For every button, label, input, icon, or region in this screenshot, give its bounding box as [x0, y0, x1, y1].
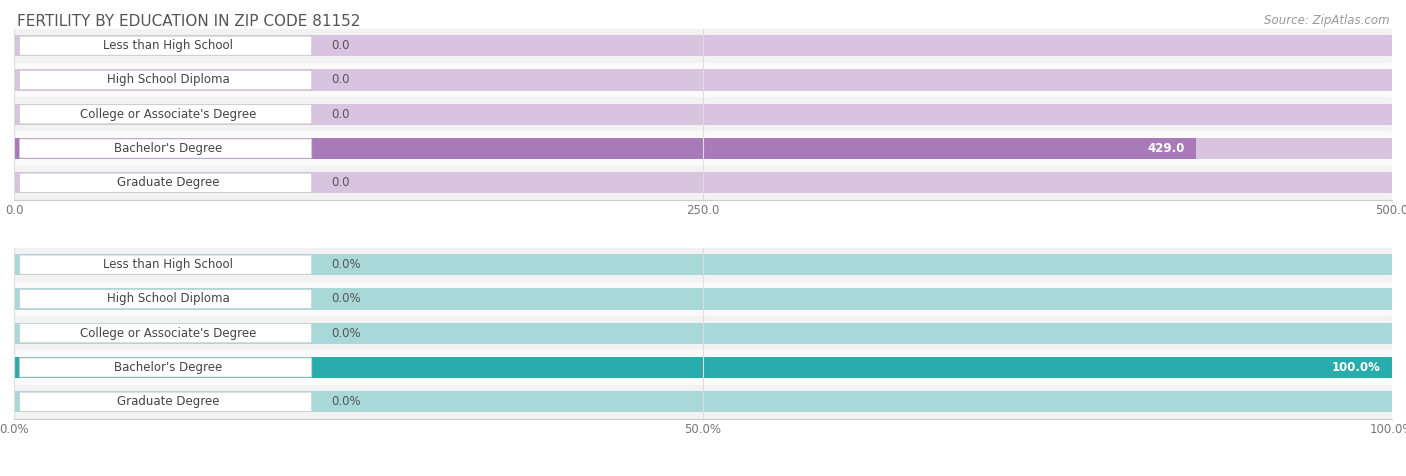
Bar [14, 323, 1392, 344]
Text: High School Diploma: High School Diploma [107, 292, 229, 306]
Text: 0.0%: 0.0% [330, 327, 360, 340]
FancyBboxPatch shape [20, 139, 312, 158]
Bar [14, 104, 1392, 125]
Bar [14, 288, 1392, 309]
FancyBboxPatch shape [20, 289, 312, 308]
Bar [14, 138, 1392, 159]
Bar [14, 131, 1392, 166]
Bar [14, 166, 1392, 200]
Text: High School Diploma: High School Diploma [107, 73, 229, 87]
Text: Less than High School: Less than High School [104, 258, 233, 271]
Bar [14, 350, 1392, 385]
Bar [14, 357, 1392, 378]
FancyBboxPatch shape [20, 358, 312, 377]
Bar [14, 254, 1392, 275]
Bar [14, 391, 1392, 412]
Bar [14, 63, 1392, 97]
Text: 0.0%: 0.0% [330, 292, 360, 306]
Text: 0.0%: 0.0% [330, 258, 360, 271]
FancyBboxPatch shape [20, 36, 312, 55]
FancyBboxPatch shape [20, 70, 312, 89]
Text: Bachelor's Degree: Bachelor's Degree [114, 142, 222, 155]
FancyBboxPatch shape [20, 173, 312, 192]
Text: Graduate Degree: Graduate Degree [117, 395, 219, 408]
Text: 0.0: 0.0 [330, 176, 350, 189]
Text: College or Associate's Degree: College or Associate's Degree [80, 108, 256, 121]
Text: Source: ZipAtlas.com: Source: ZipAtlas.com [1264, 14, 1389, 27]
FancyBboxPatch shape [20, 392, 312, 411]
Text: 0.0: 0.0 [330, 73, 350, 87]
Bar [14, 35, 1392, 56]
Bar [14, 316, 1392, 350]
Text: 0.0: 0.0 [330, 39, 350, 52]
Bar [14, 29, 1392, 63]
Bar [14, 69, 1392, 90]
Bar [14, 282, 1392, 316]
Text: 429.0: 429.0 [1147, 142, 1185, 155]
Bar [14, 172, 1392, 193]
Text: FERTILITY BY EDUCATION IN ZIP CODE 81152: FERTILITY BY EDUCATION IN ZIP CODE 81152 [17, 14, 360, 30]
Bar [14, 97, 1392, 131]
Bar [14, 385, 1392, 419]
Text: 0.0%: 0.0% [330, 395, 360, 408]
Text: 100.0%: 100.0% [1331, 361, 1381, 374]
Text: Less than High School: Less than High School [104, 39, 233, 52]
Text: College or Associate's Degree: College or Associate's Degree [80, 327, 256, 340]
Text: 0.0: 0.0 [330, 108, 350, 121]
FancyBboxPatch shape [20, 255, 312, 274]
FancyBboxPatch shape [20, 105, 312, 124]
Bar [14, 138, 1197, 159]
FancyBboxPatch shape [20, 324, 312, 343]
Bar [14, 357, 1392, 378]
Text: Bachelor's Degree: Bachelor's Degree [114, 361, 222, 374]
Text: Graduate Degree: Graduate Degree [117, 176, 219, 189]
Bar [14, 248, 1392, 282]
